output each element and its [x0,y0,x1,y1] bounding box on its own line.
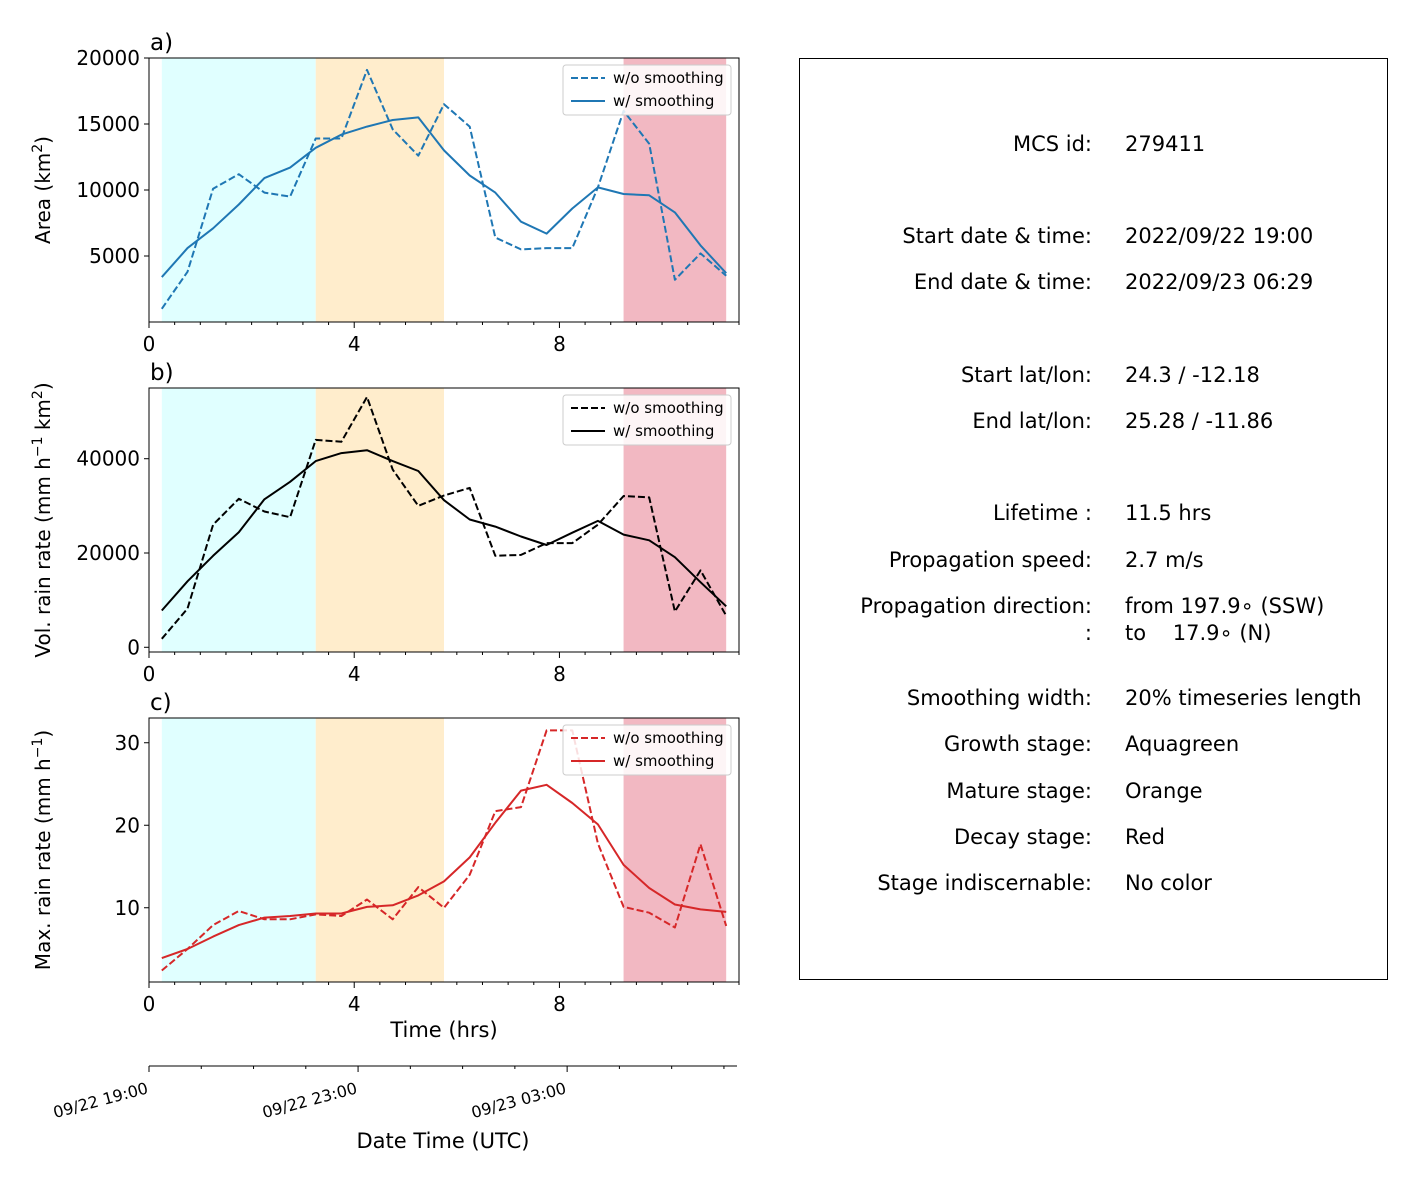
datetime-tick-label: 09/23 03:00 [469,1079,568,1123]
y-axis-label-superscript: 2 [30,144,46,153]
y-tick-label: 20 [115,813,140,837]
datetime-axis-label: Date Time (UTC) [357,1129,530,1153]
volume-rain-rate-panel: 0 20000 40000 0 4 8 b) Vol. rain rate (mm h−1 k… [30,360,740,686]
x-tick-label: 8 [553,992,566,1016]
y-axis-label-text: ) [31,136,55,144]
legend-label: w/ smoothing [613,752,714,770]
legend-label: w/o smoothing [613,399,724,417]
info-value-propagation-direction-to: to 17.9∘ (N) [1125,621,1272,645]
info-value-growth-stage: Aquagreen [1125,732,1240,756]
info-label-lifetime: Lifetime : [992,501,1092,525]
info-value-stage-indiscernable: No color [1125,871,1212,895]
y-axis-label-superscript: −1 [30,437,46,458]
x-tick-label: 4 [348,332,361,356]
info-label-stage-indiscernable: Stage indiscernable: [877,871,1092,895]
x-tick-label: 8 [553,662,566,686]
x-tick-label: 8 [553,332,566,356]
y-axis-label-text: km [31,399,55,436]
info-label-start-time: Start date & time: [902,224,1092,248]
y-axis-label-superscript: −1 [30,738,46,759]
info-value-end-latlon: 25.28 / -11.86 [1125,409,1274,433]
info-label-mcs-id: MCS id: [1012,132,1092,156]
y-axis-label-text: ) [31,382,55,390]
panel-label: c) [150,690,172,716]
stage-band-mature [315,388,444,652]
info-label-mature-stage: Mature stage: [946,779,1092,803]
legend-label: w/o smoothing [613,729,724,747]
axes-frame [148,717,740,983]
series-line-without-smoothing [161,729,728,972]
info-label-start-latlon: Start lat/lon: [960,363,1092,387]
y-axis-label-text: Area (km [31,153,55,244]
info-value-start-time: 2022/09/22 19:00 [1125,224,1314,248]
info-value-start-latlon: 24.3 / -12.18 [1125,363,1260,387]
info-value-propagation-speed: 2.7 m/s [1125,548,1204,572]
info-value-end-time: 2022/09/23 06:29 [1125,270,1314,294]
x-tick-label: 0 [143,992,156,1016]
stage-band-mature [315,718,444,982]
series-line-with-smoothing [161,783,727,960]
x-tick-label: 4 [348,662,361,686]
info-label-end-latlon: End lat/lon: [972,409,1092,433]
info-value-lifetime: 11.5 hrs [1125,501,1212,525]
axes-frame [148,387,740,653]
y-tick-label: 20000 [76,541,140,565]
info-label-end-time: End date & time: [913,270,1092,294]
info-label-decay-stage: Decay stage: [954,825,1092,849]
datetime-tick-label: 09/22 19:00 [51,1079,150,1123]
series-line-without-smoothing [161,396,728,640]
legend-label: w/ smoothing [613,92,714,110]
y-tick-label: 0 [127,635,140,659]
info-value-mcs-id: 279411 [1125,132,1206,156]
legend-label: w/o smoothing [613,69,724,87]
datetime-axis: 09/22 19:00 09/22 23:00 09/23 03:00 Date Ti… [51,1065,737,1153]
legend-label: w/ smoothing [613,422,714,440]
y-axis-label: Area (km2) [30,136,55,244]
info-label-growth-stage: Growth stage: [943,732,1092,756]
y-axis-label-text: ) [31,730,55,738]
y-tick-label: 30 [115,731,140,755]
y-axis-label-superscript: 2 [30,390,46,399]
y-axis-label: Max. rain rate (mm h−1) [30,730,55,970]
y-tick-label: 10 [115,896,140,920]
info-value-decay-stage: Red [1125,825,1165,849]
y-tick-label: 40000 [76,447,140,471]
info-value-mature-stage: Orange [1125,779,1203,803]
y-axis-label: Vol. rain rate (mm h−1 km2) [30,382,55,657]
y-tick-label: 10000 [76,178,140,202]
series-line-with-smoothing [161,449,727,612]
series-line-with-smoothing [161,116,727,278]
y-tick-label: 15000 [76,112,140,136]
y-axis-label-text: Vol. rain rate (mm h [31,457,55,658]
info-value-propagation-direction: from 197.9∘ (SSW) [1125,594,1325,618]
info-label-propagation-direction-to: : [1084,621,1092,645]
y-tick-label: 5000 [89,244,140,268]
max-rain-rate-panel: 10 20 30 0 4 8 c) Max. rain rate (mm h−1) w/o sm… [30,690,740,1042]
stage-band-growth [161,718,316,982]
x-tick-label: 0 [143,332,156,356]
info-label-propagation-speed: Propagation speed: [888,548,1092,572]
stage-band-growth [161,58,316,322]
panel-label: b) [150,360,174,386]
area-panel: 5000 10000 15000 20000 0 4 8 a) Area (km2) w/o sm… [30,30,740,356]
x-tick-label: 4 [348,992,361,1016]
datetime-tick-label: 09/22 23:00 [260,1079,359,1123]
y-axis-label-text: Max. rain rate (mm h [31,758,55,970]
mcs-info-panel: MCS id: 279411 Start date & time: 2022/0… [799,58,1388,980]
x-tick-label: 0 [143,662,156,686]
y-tick-label: 20000 [76,46,140,70]
panel-label: a) [150,30,173,56]
x-axis-label: Time (hrs) [389,1018,497,1042]
info-value-smoothing-width: 20% timeseries length [1125,686,1362,710]
info-label-propagation-direction: Propagation direction: [860,594,1092,618]
info-label-smoothing-width: Smoothing width: [906,686,1092,710]
